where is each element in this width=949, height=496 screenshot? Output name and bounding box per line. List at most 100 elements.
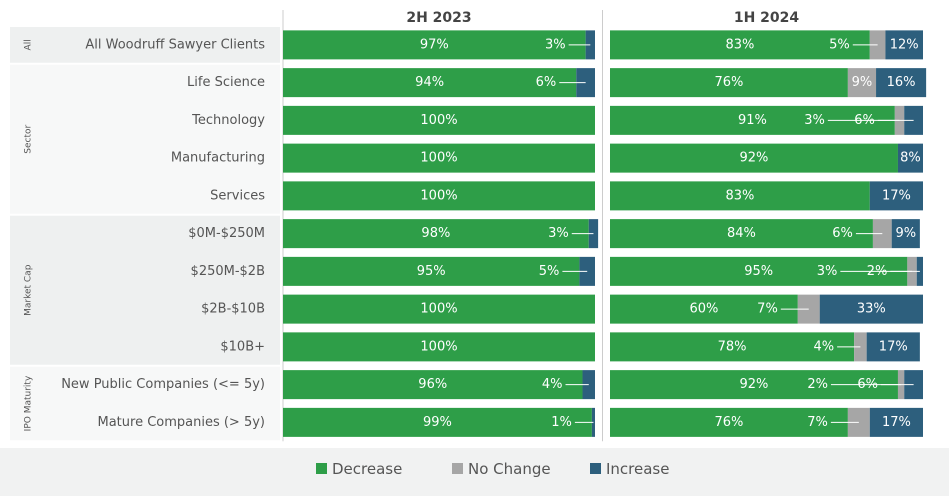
- category-label: New Public Companies (<= 5y): [61, 377, 265, 392]
- category-label: $0M-$250M: [188, 226, 265, 241]
- data-label: 100%: [420, 113, 457, 128]
- bar-segment: [283, 143, 595, 173]
- data-label: 2%: [867, 264, 888, 279]
- data-label: 60%: [689, 302, 718, 317]
- data-label: 4%: [542, 377, 563, 392]
- legend-background: [0, 448, 949, 496]
- legend-label: No Change: [468, 460, 551, 478]
- legend-label: Decrease: [332, 460, 402, 478]
- data-label: 99%: [423, 415, 452, 430]
- data-label: 3%: [548, 226, 569, 241]
- bar-segment: [866, 332, 920, 362]
- data-label: 6%: [854, 113, 875, 128]
- category-label: $2B-$10B: [201, 302, 265, 317]
- bar-segment: [610, 332, 855, 362]
- group-band: [10, 366, 280, 441]
- bar-segment: [283, 30, 586, 60]
- data-label: 95%: [744, 264, 773, 279]
- category-label: Life Science: [187, 75, 265, 90]
- data-label: 5%: [829, 37, 850, 52]
- group-band: [10, 27, 280, 63]
- panel-title: 2H 2023: [406, 10, 471, 26]
- category-label: All Woodruff Sawyer Clients: [85, 37, 265, 52]
- bar-segment: [283, 370, 583, 400]
- group-label: IPO Maturity: [24, 375, 34, 431]
- data-label: 17%: [879, 339, 908, 354]
- bar-segment: [897, 143, 923, 173]
- data-label: 92%: [740, 151, 769, 166]
- category-label: Manufacturing: [171, 151, 265, 166]
- data-label: 83%: [725, 188, 754, 203]
- bar-segment: [610, 143, 898, 173]
- bar-segment: [869, 407, 923, 437]
- bar-segment: [610, 30, 870, 60]
- bar-segment: [610, 294, 798, 324]
- data-label: 96%: [418, 377, 447, 392]
- data-label: 8%: [900, 151, 921, 166]
- bar-segment: [847, 68, 877, 98]
- bar-segment: [869, 181, 923, 211]
- data-label: 7%: [757, 302, 778, 317]
- category-label: Mature Companies (> 5y): [97, 415, 265, 430]
- data-label: 100%: [420, 302, 457, 317]
- data-label: 7%: [807, 415, 828, 430]
- data-label: 1%: [551, 415, 572, 430]
- category-label: $10B+: [220, 339, 265, 354]
- data-label: 3%: [817, 264, 838, 279]
- data-label: 78%: [718, 339, 747, 354]
- data-label: 16%: [887, 75, 916, 90]
- data-label: 95%: [417, 264, 446, 279]
- data-label: 3%: [804, 113, 825, 128]
- bar-segment: [876, 68, 927, 98]
- bar-segment: [283, 68, 577, 98]
- data-label: 84%: [727, 226, 756, 241]
- data-label: 100%: [420, 188, 457, 203]
- bar-segment: [283, 105, 595, 135]
- legend-swatch: [316, 463, 327, 474]
- group-label: Market Cap: [24, 264, 34, 316]
- bar-segment: [610, 219, 873, 249]
- group-label: All: [24, 39, 34, 50]
- group-band: [10, 64, 280, 214]
- bar-segment: [610, 68, 848, 98]
- data-label: 4%: [814, 339, 835, 354]
- data-label: 100%: [420, 151, 457, 166]
- data-label: 6%: [832, 226, 853, 241]
- data-label: 17%: [882, 415, 911, 430]
- category-label: Services: [210, 188, 265, 203]
- bar-segment: [885, 30, 923, 60]
- data-label: 9%: [895, 226, 916, 241]
- category-label: $250M-$2B: [191, 264, 265, 279]
- bar-segment: [283, 407, 592, 437]
- legend-swatch: [452, 463, 463, 474]
- legend-swatch: [590, 463, 601, 474]
- panel-title: 1H 2024: [734, 10, 800, 26]
- data-label: 91%: [738, 113, 767, 128]
- bar-segment: [283, 332, 595, 362]
- data-label: 2%: [807, 377, 828, 392]
- data-label: 92%: [740, 377, 769, 392]
- data-label: 6%: [536, 75, 557, 90]
- bar-segment: [610, 181, 870, 211]
- bar-segment: [891, 219, 920, 249]
- data-label: 76%: [714, 75, 743, 90]
- legend-label: Increase: [606, 460, 669, 478]
- data-label: 9%: [852, 75, 873, 90]
- data-label: 76%: [714, 415, 743, 430]
- group-label: Sector: [24, 124, 34, 153]
- category-label: Technology: [191, 113, 265, 128]
- data-label: 100%: [420, 339, 457, 354]
- bar-segment: [283, 294, 595, 324]
- data-label: 33%: [857, 302, 886, 317]
- data-label: 12%: [890, 37, 919, 52]
- data-label: 97%: [420, 37, 449, 52]
- bar-segment: [283, 219, 589, 249]
- bar-segment: [819, 294, 923, 324]
- data-label: 83%: [725, 37, 754, 52]
- data-label: 3%: [545, 37, 566, 52]
- data-label: 6%: [857, 377, 878, 392]
- data-label: 98%: [421, 226, 450, 241]
- bar-segment: [283, 181, 595, 211]
- bar-segment: [283, 256, 580, 286]
